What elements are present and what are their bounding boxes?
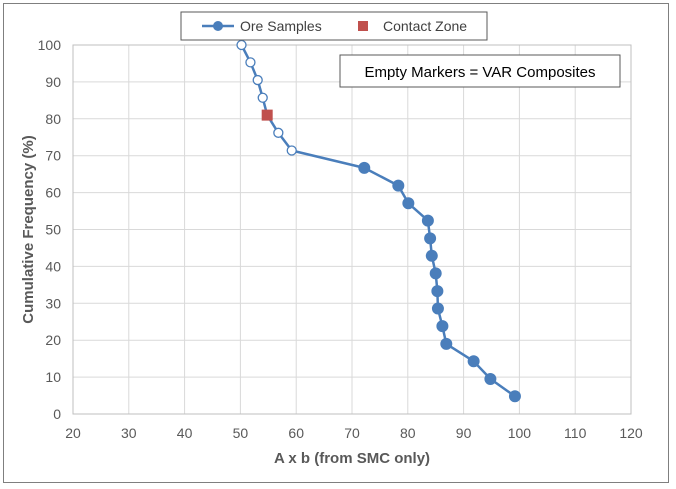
ore-sample-marker	[467, 355, 480, 368]
annotation-border	[339, 54, 621, 88]
annotation-text: Empty Markers = VAR Composites	[364, 64, 595, 81]
legend-contact-zone-label: Contact Zone	[383, 18, 467, 34]
x-tick-label: 50	[233, 425, 249, 441]
ore-sample-marker	[358, 161, 371, 174]
ore-sample-marker	[431, 285, 444, 298]
ore-sample-empty-marker	[236, 39, 247, 51]
ore-sample-marker	[425, 249, 438, 262]
y-tick-label: 50	[45, 222, 61, 238]
x-axis-title: A x b (from SMC only)	[274, 450, 430, 467]
ore-sample-marker	[484, 372, 497, 385]
ore-sample-marker	[392, 179, 405, 192]
y-tick-label: 100	[38, 37, 62, 53]
ore-sample-marker	[402, 197, 415, 210]
markers	[236, 39, 521, 403]
ore-samples-line	[240, 44, 516, 398]
y-tick-label: 0	[53, 406, 61, 422]
x-tick-label: 60	[288, 425, 304, 441]
ore-sample-marker	[508, 390, 521, 403]
ore-sample-empty-marker	[273, 127, 284, 138]
y-tick-label: 40	[45, 258, 61, 274]
ore-sample-marker	[436, 320, 449, 333]
plot-area	[72, 44, 632, 415]
annotation-box: Empty Markers = VAR Composites	[339, 54, 621, 88]
y-tick-label: 30	[45, 295, 61, 311]
legend: Ore Samples Contact Zone	[180, 11, 488, 41]
y-tick-label: 10	[45, 369, 61, 385]
grid	[72, 44, 632, 415]
y-tick-label: 90	[45, 74, 61, 90]
y-tick-label: 60	[45, 185, 61, 201]
x-tick-label: 110	[564, 425, 587, 441]
y-tick-label: 70	[45, 148, 61, 164]
x-axis: 20 30 40 50 60 70 80 90 100 110 120	[65, 425, 643, 441]
y-tick-label: 20	[45, 332, 61, 348]
ore-sample-empty-marker	[257, 92, 268, 103]
ore-sample-marker	[440, 337, 453, 350]
legend-contact-zone-marker	[358, 21, 368, 31]
x-tick-label: 40	[177, 425, 193, 441]
x-tick-label: 90	[456, 425, 472, 441]
x-tick-label: 100	[508, 425, 532, 441]
ore-sample-empty-marker	[286, 145, 297, 156]
x-tick-label: 70	[344, 425, 360, 441]
ore-sample-marker	[424, 232, 437, 245]
y-axis: 0 10 20 30 40 50 60 70 80 90 100	[38, 37, 62, 422]
ore-sample-marker	[431, 302, 444, 315]
legend-ore-samples-marker	[213, 21, 223, 31]
chart-frame	[3, 3, 669, 483]
legend-ore-samples-label: Ore Samples	[240, 18, 322, 34]
x-tick-label: 20	[65, 425, 81, 441]
x-tick-label: 30	[121, 425, 137, 441]
ore-sample-marker	[429, 267, 442, 280]
ore-sample-marker	[421, 214, 434, 227]
y-tick-label: 80	[45, 111, 61, 127]
x-tick-label: 80	[400, 425, 416, 441]
ore-sample-empty-marker	[245, 57, 256, 68]
ore-sample-empty-marker	[252, 74, 263, 86]
y-axis-title: Cumulative Frequency (%)	[20, 135, 37, 323]
x-tick-label: 120	[619, 425, 643, 441]
contact-zone-marker	[261, 109, 273, 121]
